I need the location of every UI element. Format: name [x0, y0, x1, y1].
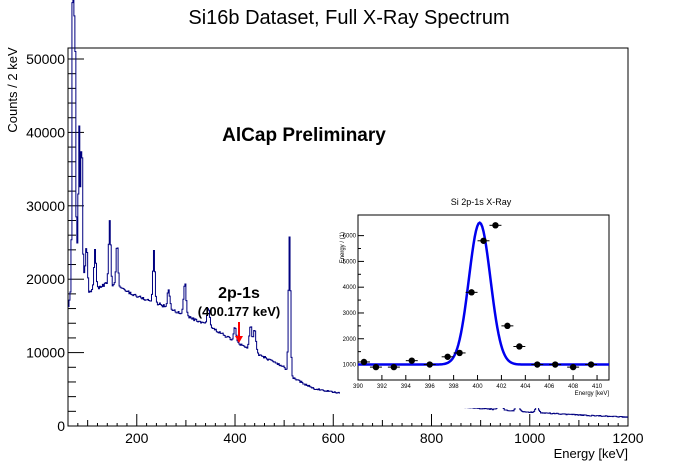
inset-axes — [357, 214, 610, 381]
y-tick-label: 10000 — [26, 345, 65, 361]
inset-data-point — [504, 322, 511, 330]
x-tick-label: 600 — [322, 430, 346, 446]
inset-data-point — [426, 361, 433, 368]
y-tick-label: 0 — [57, 418, 65, 434]
peak-arrow-head — [235, 336, 243, 343]
inset-x-tick-label: 410 — [592, 384, 603, 390]
inset-pad — [340, 188, 623, 408]
inset-data-point — [587, 361, 595, 368]
main-axes — [67, 47, 629, 427]
inset-data-point — [569, 363, 577, 371]
inset-x-tick-label: 406 — [544, 384, 555, 390]
inset-data-point — [468, 289, 475, 296]
inset-y-tick-label: 5000 — [343, 259, 357, 265]
y-tick-label: 30000 — [26, 198, 65, 214]
peak-label: 2p-1s — [218, 285, 260, 302]
preliminary-annotation: AlCap Preliminary — [222, 125, 386, 146]
inset-x-axis-label: Energy [keV] — [575, 391, 610, 397]
chart-title: Si16b Dataset, Full X-Ray Spectrum — [188, 7, 509, 29]
inset-data-point — [390, 363, 398, 371]
x-tick-label: 800 — [420, 430, 444, 446]
main-ticks: 200 400 600 800 1000 1200 0 10000 20000 30000 4000… — [26, 51, 644, 446]
inset-y-tick-label: 3000 — [343, 311, 357, 317]
inset-x-tick-label: 402 — [496, 384, 507, 390]
x-axis-label: Energy [keV] — [554, 446, 628, 461]
inset-x-tick-label: 408 — [568, 384, 579, 390]
inset-data-point — [534, 361, 541, 368]
inset-data-point — [480, 237, 487, 244]
x-tick-label: 1000 — [514, 430, 545, 446]
inset-data-point — [456, 349, 463, 357]
inset-y-axis-label: Energy / (1) — [340, 232, 346, 263]
inset-frame — [357, 214, 610, 381]
inset-x-tick-label: 398 — [449, 384, 460, 390]
inset-y-tick-label: 6000 — [343, 234, 357, 240]
inset-y-tick-label: 1000 — [343, 363, 357, 369]
inset-fit-curve — [358, 221, 609, 366]
x-tick-label: 200 — [125, 430, 149, 446]
inset-x-tick-label: 390 — [353, 384, 364, 390]
x-tick-label: 400 — [223, 430, 247, 446]
peak-annotation: 2p-1s (400.177 keV) — [198, 285, 280, 343]
inset-ticks: 390 392 394 396 398 400 402 404 406 408 410 1000 200… — [343, 234, 603, 390]
inset-data-point — [408, 357, 415, 364]
inset-data-point — [444, 353, 451, 360]
inset-points — [358, 221, 609, 371]
inset-x-tick-label: 394 — [401, 384, 412, 390]
inset-data-point — [516, 343, 523, 350]
peak-energy-label: (400.177 keV) — [198, 304, 280, 319]
inset-data-point — [492, 222, 499, 229]
inset-x-tick-label: 392 — [377, 384, 388, 390]
inset-data-point — [372, 363, 380, 371]
inset-chart: Si 2p-1s X-Ray Energy [keV] Energy / (1)… — [340, 188, 623, 408]
y-axis-label: Counts / 2 keV — [5, 47, 20, 133]
inset-x-tick-label: 396 — [425, 384, 436, 390]
inset-data-point — [360, 358, 368, 366]
y-tick-label: 40000 — [26, 124, 65, 140]
inset-data-point — [552, 361, 559, 368]
inset-x-tick-label: 404 — [520, 384, 531, 390]
y-tick-label: 20000 — [26, 271, 65, 287]
inset-y-tick-label: 4000 — [343, 285, 357, 291]
inset-y-tick-label: 2000 — [343, 337, 357, 343]
x-tick-label: 1200 — [612, 430, 643, 446]
inset-x-tick-label: 400 — [473, 384, 484, 390]
y-tick-label: 50000 — [26, 51, 65, 67]
plot-frame — [67, 47, 629, 427]
inset-title: Si 2p-1s X-Ray — [451, 197, 512, 207]
